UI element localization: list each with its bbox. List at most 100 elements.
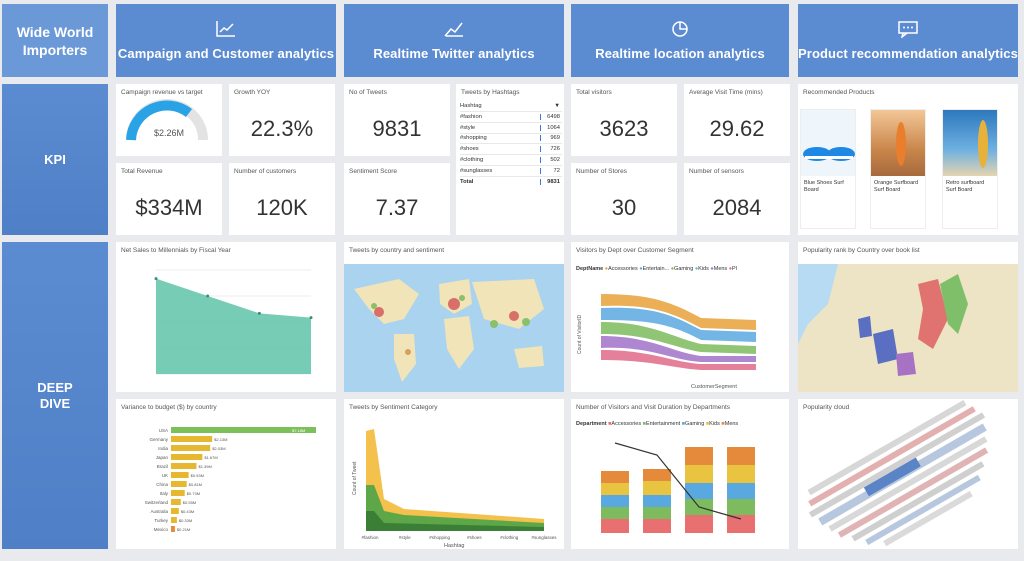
tweets-card[interactable]: No of Tweets 9831 bbox=[344, 84, 450, 156]
recommended-products-card[interactable]: Recommended Products Blue Shoes Surf Boa… bbox=[798, 84, 1018, 235]
bar[interactable] bbox=[171, 490, 185, 496]
legend-item[interactable]: ■ bbox=[721, 421, 725, 427]
card-title: Average Visit Time (mins) bbox=[689, 89, 763, 96]
table-row[interactable]: #style 1064 bbox=[460, 123, 562, 134]
data-point[interactable] bbox=[257, 311, 261, 315]
europe-map[interactable] bbox=[798, 264, 1018, 392]
bar[interactable] bbox=[171, 508, 179, 514]
sentiment-card[interactable]: Sentiment Score 7.37 bbox=[344, 163, 450, 235]
bar[interactable] bbox=[171, 517, 177, 523]
sentiment-category-card[interactable]: Tweets by Sentiment Category Count of Tw… bbox=[344, 399, 564, 549]
bar[interactable] bbox=[171, 526, 175, 532]
card-title: Sentiment Score bbox=[349, 168, 398, 175]
world-map[interactable] bbox=[344, 264, 564, 392]
table-row[interactable]: #clothing 502 bbox=[460, 155, 562, 166]
legend-item[interactable]: ■ bbox=[608, 421, 612, 427]
legend-item[interactable]: ● bbox=[694, 266, 699, 272]
data-point[interactable] bbox=[206, 294, 210, 298]
data-point[interactable] bbox=[309, 316, 313, 320]
bar[interactable] bbox=[171, 472, 189, 478]
table-row[interactable]: #fashion 6498 bbox=[460, 112, 562, 123]
table-header[interactable]: Hashtag ▼ bbox=[460, 100, 562, 112]
kpi-value: 22.3% bbox=[250, 116, 314, 141]
bar[interactable] bbox=[171, 427, 316, 433]
hashtag-cell: #shopping bbox=[460, 135, 487, 142]
count-cell: 1064 bbox=[540, 124, 562, 131]
net-sales-chart-card[interactable]: Net Sales to Millennials by Fiscal Year bbox=[116, 242, 336, 392]
chart-legend: DeptName ●Accessories ●Entertain... ●Gam… bbox=[576, 266, 737, 272]
chart-icon bbox=[216, 21, 235, 37]
revenue-card[interactable]: Total Revenue $334M bbox=[116, 163, 222, 235]
popularity-cloud-card[interactable]: Popularity cloud bbox=[798, 399, 1018, 549]
legend-label: DeptName bbox=[576, 266, 604, 272]
kpi-value: 3623 bbox=[599, 116, 649, 141]
category-label: India bbox=[158, 446, 168, 451]
variance-chart-card[interactable]: Variance to budget ($) by country USA $7.… bbox=[116, 399, 336, 549]
popularity-map-card[interactable]: Popularity rank by Country over book lis… bbox=[798, 242, 1018, 392]
card-title: Number of sensors bbox=[689, 168, 744, 175]
legend-item[interactable]: ■ bbox=[705, 421, 710, 427]
table-row[interactable]: #shoes 726 bbox=[460, 144, 562, 156]
visitors-dept-card[interactable]: Visitors by Dept over Customer Segment D… bbox=[571, 242, 789, 392]
product-image bbox=[871, 110, 925, 176]
card-title: Net Sales to Millennials by Fiscal Year bbox=[121, 247, 231, 254]
tweets-map-card[interactable]: Tweets by country and sentiment bbox=[344, 242, 564, 392]
category-label: Australia bbox=[150, 509, 168, 514]
customers-card[interactable]: Number of customers 120K bbox=[229, 163, 335, 235]
visit-time-card[interactable]: Average Visit Time (mins) 29.62 bbox=[684, 84, 790, 156]
data-label: $0.73M bbox=[187, 491, 200, 496]
visitors-card[interactable]: Total visitors 3623 bbox=[571, 84, 677, 156]
legend-item[interactable]: ● bbox=[728, 266, 733, 272]
product-tile[interactable]: Orange Surfboard Surf Board bbox=[870, 109, 926, 229]
tab-twitter-analytics[interactable]: Realtime Twitter analytics bbox=[344, 4, 564, 77]
section-kpi: KPI bbox=[2, 84, 108, 235]
x-axis-title: CustomerSegment bbox=[691, 384, 737, 390]
hashtags-table-card[interactable]: Tweets by Hashtags Hashtag ▼ #fashion 6498… bbox=[456, 84, 564, 235]
bar[interactable] bbox=[171, 445, 211, 451]
table-row[interactable]: #shopping 969 bbox=[460, 134, 562, 145]
area-series bbox=[156, 278, 311, 374]
y-axis-title: Count of Tweet bbox=[352, 461, 358, 495]
legend-item[interactable]: ■ bbox=[642, 421, 646, 427]
card-title: Recommended Products bbox=[803, 89, 875, 96]
card-title: Tweets by Hashtags bbox=[461, 89, 520, 96]
sort-arrow-icon[interactable]: ▼ bbox=[554, 102, 560, 109]
growth-card[interactable]: Growth YOY 22.3% bbox=[229, 84, 335, 156]
product-tile[interactable]: Blue Shoes Surf Board bbox=[800, 109, 856, 229]
bar[interactable] bbox=[171, 463, 197, 469]
tick-label: #style bbox=[399, 535, 411, 540]
campaign-gauge-card[interactable]: Campaign revenue vs target $2.26M bbox=[116, 84, 222, 156]
product-tile[interactable]: Retro surfboard Surf Board bbox=[942, 109, 998, 229]
bar[interactable] bbox=[171, 481, 187, 487]
legend-item[interactable]: ● bbox=[710, 266, 714, 272]
stores-card[interactable]: Number of Stores 30 bbox=[571, 163, 677, 235]
hashtag-cell: #shoes bbox=[460, 146, 479, 153]
count-cell: 502 bbox=[540, 157, 562, 164]
category-label: UK bbox=[162, 473, 168, 478]
legend-item[interactable]: ● bbox=[604, 266, 609, 272]
product-image bbox=[943, 110, 997, 176]
legend-item[interactable]: ● bbox=[670, 266, 675, 272]
table-row[interactable]: #sunglasses 72 bbox=[460, 166, 562, 177]
visits-duration-card[interactable]: Number of Visitors and Visit Duration by… bbox=[571, 399, 789, 549]
sensors-card[interactable]: Number of sensors 2084 bbox=[684, 163, 790, 235]
duration-line bbox=[614, 442, 742, 520]
bar[interactable] bbox=[171, 454, 203, 460]
data-point[interactable] bbox=[154, 277, 158, 281]
legend-text: Mens bbox=[724, 421, 739, 427]
total-value: 9831 bbox=[540, 179, 562, 186]
bar[interactable] bbox=[171, 436, 213, 442]
card-title: Total Revenue bbox=[121, 168, 163, 175]
legend-item[interactable]: ■ bbox=[681, 421, 686, 427]
tab-campaign-analytics[interactable]: Campaign and Customer analytics bbox=[116, 4, 336, 77]
card-title: Variance to budget ($) by country bbox=[121, 404, 217, 411]
category-label: Japan bbox=[156, 455, 169, 460]
tab-location-analytics[interactable]: Realtime location analytics bbox=[571, 4, 789, 77]
bar[interactable] bbox=[171, 499, 181, 505]
tab-product-recommendation[interactable]: Product recommendation analytics bbox=[798, 4, 1018, 77]
ribbon-chart: CustomerSegment Count of VisitorID bbox=[577, 294, 756, 390]
data-label: $1.39M bbox=[198, 464, 211, 469]
legend-item[interactable]: ● bbox=[639, 266, 643, 272]
total-label: Total bbox=[460, 179, 474, 186]
legend-text: Gaming bbox=[674, 266, 694, 272]
